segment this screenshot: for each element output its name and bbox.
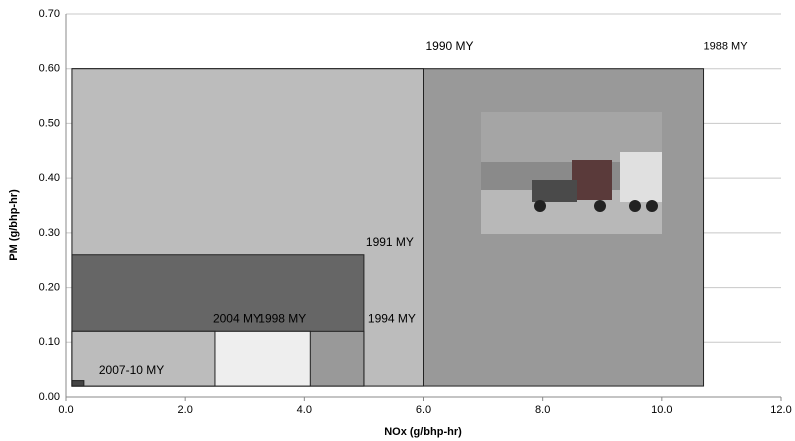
y-tick-label: 0.40 — [39, 172, 60, 184]
x-tick-label: 10.0 — [651, 404, 672, 416]
box-label: 1998 MY — [258, 312, 306, 326]
y-tick-label: 0.70 — [39, 8, 60, 20]
box-label: 2004 MY — [213, 312, 261, 326]
x-tick-label: 12.0 — [770, 404, 791, 416]
x-tick-label: 0.0 — [58, 404, 73, 416]
standard-box — [71, 330, 216, 387]
y-axis-title: PM (g/bhp-hr) — [8, 189, 20, 261]
y-tick-label: 0.50 — [39, 117, 60, 129]
x-tick-label: 6.0 — [416, 404, 431, 416]
y-tick-label: 0.10 — [39, 336, 60, 348]
y-tick-label: 0.30 — [39, 227, 60, 239]
box-label: 1990 MY — [426, 39, 474, 53]
x-tick-label: 4.0 — [297, 404, 312, 416]
x-tick-label: 2.0 — [178, 404, 193, 416]
box-label: 2007-10 MY — [99, 363, 164, 377]
box-label: 1991 MY — [366, 235, 414, 249]
box-label: 1988 MY — [704, 41, 749, 53]
y-tick-label: 0.20 — [39, 281, 60, 293]
x-axis-title: NOx (g/bhp-hr) — [384, 426, 462, 438]
y-tick-label: 0.00 — [39, 391, 60, 403]
truck-photo — [481, 112, 662, 234]
box-label: 1994 MY — [368, 312, 416, 326]
standard-box — [71, 380, 85, 387]
y-tick-label: 0.60 — [39, 63, 60, 75]
x-tick-label: 8.0 — [535, 404, 550, 416]
